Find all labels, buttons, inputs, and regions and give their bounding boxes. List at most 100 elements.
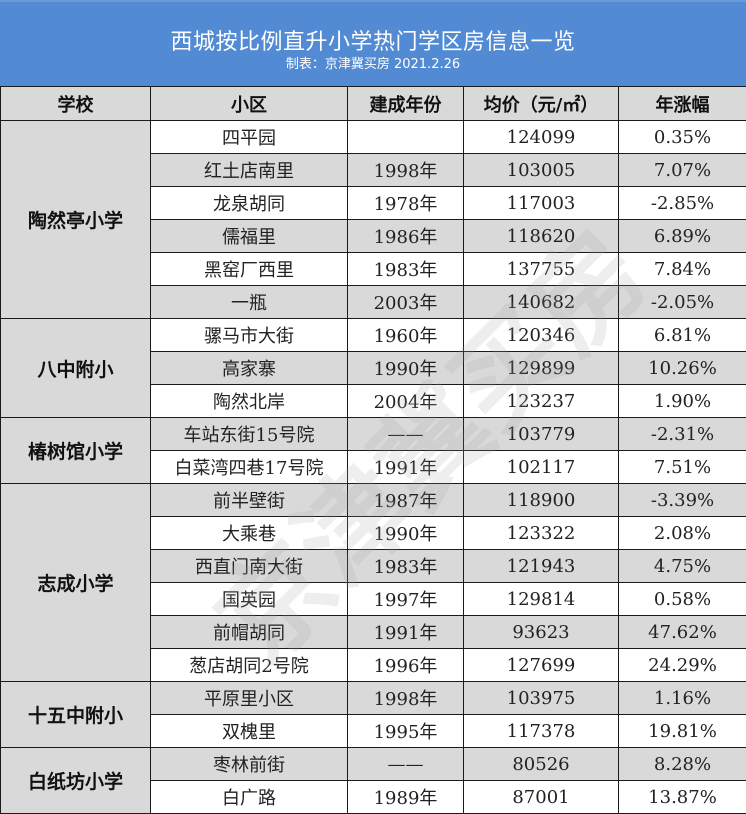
price-cell: 103005	[463, 153, 619, 187]
price-cell: 124099	[463, 120, 619, 154]
header-change: 年涨幅	[618, 86, 746, 121]
school-name: 八中附小	[0, 318, 151, 418]
table-row: 儒福里 1986年 118620 6.89%	[1, 219, 746, 253]
price-cell: 118620	[463, 219, 619, 253]
change-cell: 0.58%	[618, 582, 746, 616]
change-cell: 4.75%	[618, 549, 746, 583]
change-cell: 13.87%	[618, 780, 746, 814]
year-cell: 1978年	[347, 186, 464, 220]
change-cell: 6.89%	[618, 219, 746, 253]
community-cell: 陶然北岸	[150, 384, 348, 418]
change-cell: 19.81%	[618, 714, 746, 748]
price-cell: 140682	[463, 285, 619, 319]
price-cell: 129814	[463, 582, 619, 616]
community-cell: 黑窑厂西里	[150, 252, 348, 286]
table-row: 葱店胡同2号院 1996年 127699 24.29%	[1, 648, 746, 682]
table-row: 黑窑厂西里 1983年 137755 7.84%	[1, 252, 746, 286]
page-title: 西城按比例直升小学热门学区房信息一览	[170, 30, 576, 55]
change-cell: -3.39%	[618, 483, 746, 517]
change-cell: 0.35%	[618, 120, 746, 154]
price-cell: 117378	[463, 714, 619, 748]
community-cell: 骡马市大街	[150, 318, 348, 352]
table-row: 陶然亭小学 四平园 124099 0.35%	[0, 120, 746, 319]
table-row: 白纸坊小学 枣林前街 —— 80526 8.28%	[0, 747, 746, 814]
year-cell: 1983年	[347, 549, 464, 583]
price-cell: 117003	[463, 186, 619, 220]
year-cell: ——	[347, 747, 464, 781]
school-name: 白纸坊小学	[0, 747, 151, 814]
price-cell: 118900	[463, 483, 619, 517]
year-cell: 1990年	[347, 351, 464, 385]
year-cell: 2004年	[347, 384, 464, 418]
change-cell: 2.08%	[618, 516, 746, 550]
table-row: 前帽胡同 1991年 93623 47.62%	[1, 615, 746, 649]
community-cell: 前帽胡同	[150, 615, 348, 649]
year-cell: 1987年	[347, 483, 464, 517]
year-cell: 1960年	[347, 318, 464, 352]
table-row: 十五中附小 平原里小区 1998年 103975 1.16%	[0, 681, 746, 748]
community-cell: 一瓶	[150, 285, 348, 319]
table-row: 志成小学 前半壁街 1987年 118900 -3.39%	[0, 483, 746, 682]
year-cell: 1991年	[347, 615, 464, 649]
price-cell: 127699	[463, 648, 619, 682]
community-cell: 红土店南里	[150, 153, 348, 187]
price-cell: 120346	[463, 318, 619, 352]
header-school: 学校	[0, 86, 151, 121]
year-cell: 1998年	[347, 153, 464, 187]
price-cell: 129899	[463, 351, 619, 385]
change-cell: 6.81%	[618, 318, 746, 352]
page-subtitle: 制表：京津冀买房 2021.2.26	[285, 57, 461, 72]
school-name: 十五中附小	[0, 681, 151, 748]
community-cell: 前半壁街	[150, 483, 348, 517]
table-row: 高家寨 1990年 129899 10.26%	[1, 351, 746, 385]
school-name: 椿树馆小学	[0, 417, 151, 484]
community-cell: 西直门南大街	[150, 549, 348, 583]
table-row: 陶然北岸 2004年 123237 1.90%	[1, 384, 746, 418]
price-cell: 87001	[463, 780, 619, 814]
table-row: 大乘巷 1990年 123322 2.08%	[1, 516, 746, 550]
price-cell: 121943	[463, 549, 619, 583]
community-cell: 大乘巷	[150, 516, 348, 550]
table-row: 八中附小 骡马市大街 1960年 120346 6.81%	[0, 318, 746, 418]
change-cell: -2.31%	[618, 417, 746, 451]
year-cell: 1995年	[347, 714, 464, 748]
year-cell	[347, 120, 464, 154]
year-cell: 1998年	[347, 681, 464, 715]
change-cell: 7.07%	[618, 153, 746, 187]
year-cell: 1991年	[347, 450, 464, 484]
table-row: 椿树馆小学 车站东街15号院 —— 103779 -2.31%	[0, 417, 746, 484]
year-cell: ——	[347, 417, 464, 451]
header-price: 均价（元/㎡）	[463, 86, 619, 121]
community-cell: 龙泉胡同	[150, 186, 348, 220]
community-cell: 白菜湾四巷17号院	[150, 450, 348, 484]
table-row: 白菜湾四巷17号院 1991年 102117 7.51%	[1, 450, 746, 484]
header-row: 学校 小区 建成年份 均价（元/㎡） 年涨幅	[0, 86, 746, 121]
price-cell: 123322	[463, 516, 619, 550]
school-name: 志成小学	[0, 483, 151, 682]
table-row: 双槐里 1995年 117378 19.81%	[1, 714, 746, 748]
change-cell: 24.29%	[618, 648, 746, 682]
change-cell: 47.62%	[618, 615, 746, 649]
community-cell: 儒福里	[150, 219, 348, 253]
community-cell: 枣林前街	[150, 747, 348, 781]
change-cell: -2.85%	[618, 186, 746, 220]
price-cell: 137755	[463, 252, 619, 286]
change-cell: 1.16%	[618, 681, 746, 715]
year-cell: 1983年	[347, 252, 464, 286]
school-name: 陶然亭小学	[0, 120, 151, 319]
community-cell: 高家寨	[150, 351, 348, 385]
header-community: 小区	[150, 86, 348, 121]
price-cell: 123237	[463, 384, 619, 418]
school-district-table: 学校 小区 建成年份 均价（元/㎡） 年涨幅 陶然亭小学 四平园 124099 0.3…	[0, 86, 746, 814]
change-cell: -2.05%	[618, 285, 746, 319]
community-cell: 四平园	[150, 120, 348, 154]
year-cell: 2003年	[347, 285, 464, 319]
table-row: 西直门南大街 1983年 121943 4.75%	[1, 549, 746, 583]
price-cell: 103779	[463, 417, 619, 451]
year-cell: 1986年	[347, 219, 464, 253]
community-cell: 双槐里	[150, 714, 348, 748]
change-cell: 7.51%	[618, 450, 746, 484]
community-cell: 白广路	[150, 780, 348, 814]
change-cell: 1.90%	[618, 384, 746, 418]
community-cell: 国英园	[150, 582, 348, 616]
